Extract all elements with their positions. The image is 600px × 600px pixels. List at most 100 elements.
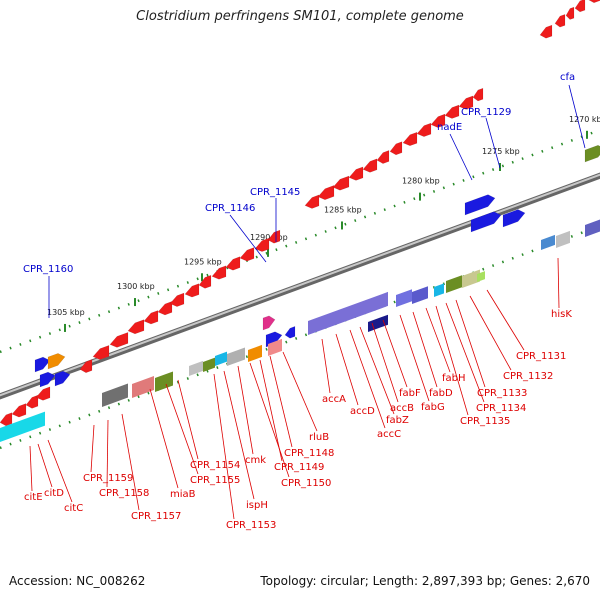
reverse-gene-block[interactable]	[368, 314, 388, 333]
reverse-gene-block[interactable]	[268, 338, 282, 357]
forward-gene[interactable]	[262, 314, 276, 331]
reverse-gene[interactable]	[267, 229, 281, 245]
reverse-gene-block[interactable]	[132, 375, 154, 399]
reverse-gene-label[interactable]: CPR_1154	[190, 460, 240, 471]
forward-gene[interactable]	[47, 351, 66, 370]
reverse-gene[interactable]	[574, 0, 586, 14]
reverse-gene-label[interactable]: CPR_1148	[284, 448, 334, 459]
reverse-gene[interactable]	[198, 274, 212, 290]
forward-gene[interactable]	[464, 192, 496, 216]
reverse-gene-label[interactable]: citE	[24, 492, 43, 503]
reverse-gene[interactable]	[389, 141, 403, 157]
reverse-gene-label[interactable]: CPR_1153	[226, 520, 276, 531]
reverse-gene[interactable]	[317, 185, 335, 202]
reverse-gene-label[interactable]: CPR_1133	[477, 388, 527, 399]
reverse-gene-label[interactable]: citC	[64, 503, 83, 514]
reverse-gene-label[interactable]: CPR_1157	[131, 511, 181, 522]
reverse-gene-label[interactable]: CPR_1159	[83, 473, 133, 484]
reverse-gene[interactable]	[239, 247, 255, 264]
reverse-gene-block[interactable]	[541, 234, 555, 251]
reverse-gene-label[interactable]: ispH	[246, 500, 268, 511]
reverse-gene[interactable]	[304, 194, 320, 211]
reverse-gene[interactable]	[332, 175, 350, 193]
forward-gene[interactable]	[34, 355, 51, 373]
reverse-gene[interactable]	[225, 256, 241, 273]
reverse-gene[interactable]	[539, 24, 553, 40]
forward-gene-label[interactable]: CPR_1145	[250, 187, 300, 198]
reverse-gene-label[interactable]: fabZ	[386, 415, 409, 426]
reverse-gene-label[interactable]: rluB	[309, 432, 329, 443]
reverse-gene-label[interactable]: citD	[44, 488, 64, 499]
reverse-gene-label[interactable]: accD	[350, 406, 375, 417]
reverse-gene[interactable]	[11, 403, 27, 420]
reverse-gene[interactable]	[565, 6, 575, 21]
forward-gene[interactable]	[284, 326, 296, 340]
reverse-gene[interactable]	[169, 292, 185, 309]
reverse-gene-label[interactable]: CPR_1149	[274, 462, 324, 473]
reverse-gene-label[interactable]: CPR_1150	[281, 478, 331, 489]
reverse-gene-label[interactable]: fabD	[429, 388, 453, 399]
reverse-gene-label[interactable]: CPR_1132	[503, 371, 553, 382]
reverse-gene[interactable]	[254, 237, 270, 254]
reverse-gene-label[interactable]: hisK	[551, 309, 572, 320]
reverse-gene[interactable]	[35, 386, 51, 403]
forward-gene-label[interactable]: CPR_1129	[461, 107, 511, 118]
reverse-gene-block[interactable]	[585, 218, 600, 238]
reverse-gene-block[interactable]	[248, 344, 262, 363]
reverse-gene-block[interactable]	[0, 411, 45, 442]
reverse-gene[interactable]	[184, 283, 200, 300]
reverse-gene[interactable]	[458, 95, 474, 112]
forward-gene-label[interactable]: nadE	[437, 122, 462, 133]
forward-gene[interactable]	[584, 143, 600, 163]
forward-gene[interactable]	[39, 370, 56, 388]
reverse-gene-block[interactable]	[102, 383, 128, 408]
reverse-gene[interactable]	[430, 113, 446, 130]
reverse-gene-label[interactable]: accA	[322, 394, 346, 405]
reverse-gene[interactable]	[348, 166, 364, 183]
reverse-gene-label[interactable]: CPR_1134	[476, 403, 526, 414]
reverse-gene-block[interactable]	[203, 357, 215, 373]
reverse-gene-block[interactable]	[446, 275, 462, 294]
reverse-gene[interactable]	[211, 265, 227, 282]
reverse-gene-block[interactable]	[462, 269, 480, 289]
reverse-gene[interactable]	[362, 158, 378, 175]
forward-gene-label[interactable]: CPR_1160	[23, 264, 73, 275]
reverse-gene[interactable]	[25, 394, 39, 410]
reverse-gene[interactable]	[472, 87, 484, 103]
reverse-gene-label[interactable]: miaB	[170, 489, 196, 500]
reverse-gene-label[interactable]: accC	[377, 429, 401, 440]
reverse-gene[interactable]	[416, 122, 432, 139]
reverse-gene-block[interactable]	[308, 291, 388, 336]
reverse-gene-block[interactable]	[396, 289, 412, 308]
reverse-gene[interactable]	[402, 131, 418, 148]
reverse-gene-block[interactable]	[215, 351, 227, 367]
reverse-gene[interactable]	[79, 359, 93, 375]
reverse-gene-label[interactable]: fabH	[442, 373, 466, 384]
reverse-gene-label[interactable]: CPR_1135	[460, 416, 510, 427]
forward-gene[interactable]	[265, 329, 283, 348]
reverse-gene[interactable]	[157, 301, 173, 317]
reverse-gene[interactable]	[376, 150, 390, 165]
reverse-gene-block[interactable]	[556, 230, 570, 249]
forward-gene[interactable]	[502, 207, 526, 228]
reverse-gene-block[interactable]	[434, 283, 444, 298]
forward-gene-label[interactable]: CPR_1146	[205, 203, 255, 214]
reverse-gene-label[interactable]: fabF	[399, 388, 421, 399]
reverse-gene-label[interactable]: fabG	[421, 402, 445, 413]
reverse-gene[interactable]	[109, 332, 129, 350]
reverse-gene-label[interactable]: accB	[390, 403, 414, 414]
reverse-gene[interactable]	[127, 319, 145, 337]
reverse-gene-block[interactable]	[412, 286, 428, 305]
reverse-gene[interactable]	[92, 344, 110, 362]
reverse-gene-label[interactable]: CPR_1131	[516, 351, 566, 362]
forward-gene[interactable]	[470, 209, 502, 233]
reverse-gene[interactable]	[143, 310, 159, 326]
reverse-gene-label[interactable]: cmk	[245, 455, 266, 466]
reverse-gene-block[interactable]	[155, 371, 173, 393]
reverse-gene-block[interactable]	[189, 360, 203, 377]
reverse-gene[interactable]	[554, 14, 566, 29]
forward-gene-label[interactable]: cfa	[560, 72, 575, 83]
reverse-gene[interactable]	[444, 104, 460, 121]
reverse-gene-block[interactable]	[477, 271, 485, 283]
